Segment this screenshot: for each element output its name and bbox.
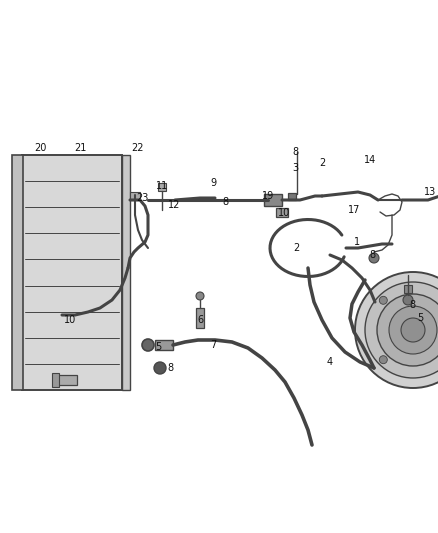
Text: 10: 10 (278, 208, 290, 218)
Text: 7: 7 (210, 340, 216, 350)
Bar (22, 155, 122, 390)
Text: 8: 8 (292, 147, 298, 157)
Circle shape (403, 295, 413, 305)
Circle shape (401, 318, 425, 342)
Circle shape (196, 292, 204, 300)
Bar (264, 194, 282, 206)
Circle shape (379, 356, 387, 364)
Bar (122, 155, 130, 390)
Circle shape (377, 294, 438, 366)
Text: 4: 4 (327, 357, 333, 367)
Text: 1: 1 (354, 237, 360, 247)
Text: 2: 2 (319, 158, 325, 168)
Bar (196, 308, 204, 328)
Circle shape (365, 282, 438, 378)
Text: 2: 2 (293, 243, 299, 253)
Bar (288, 193, 296, 200)
Text: 12: 12 (168, 200, 180, 210)
Circle shape (154, 362, 166, 374)
Text: 17: 17 (348, 205, 360, 215)
Circle shape (369, 253, 379, 263)
Text: 21: 21 (74, 143, 86, 153)
Circle shape (355, 272, 438, 388)
Text: 9: 9 (210, 178, 216, 188)
Bar (52, 373, 59, 387)
Text: 23: 23 (136, 193, 148, 203)
Bar (130, 192, 140, 200)
Text: 13: 13 (424, 187, 436, 197)
Text: 14: 14 (364, 155, 376, 165)
Text: 3: 3 (292, 163, 298, 173)
Text: 8: 8 (369, 250, 375, 260)
Text: 22: 22 (132, 143, 144, 153)
Bar (55, 375, 77, 385)
Bar (158, 183, 166, 191)
Text: 8: 8 (167, 363, 173, 373)
Text: 19: 19 (262, 191, 274, 201)
Text: 11: 11 (156, 181, 168, 191)
Bar (155, 340, 173, 350)
Circle shape (379, 296, 387, 304)
Text: 5: 5 (155, 342, 161, 352)
Text: 10: 10 (64, 315, 76, 325)
Circle shape (389, 306, 437, 354)
Text: 8: 8 (409, 300, 415, 310)
Bar (276, 208, 288, 217)
Circle shape (142, 339, 154, 351)
Text: 5: 5 (417, 313, 423, 323)
Text: 6: 6 (197, 315, 203, 325)
Bar (404, 285, 412, 293)
Text: 8: 8 (222, 197, 228, 207)
Text: 20: 20 (34, 143, 46, 153)
Bar (12, 155, 23, 390)
